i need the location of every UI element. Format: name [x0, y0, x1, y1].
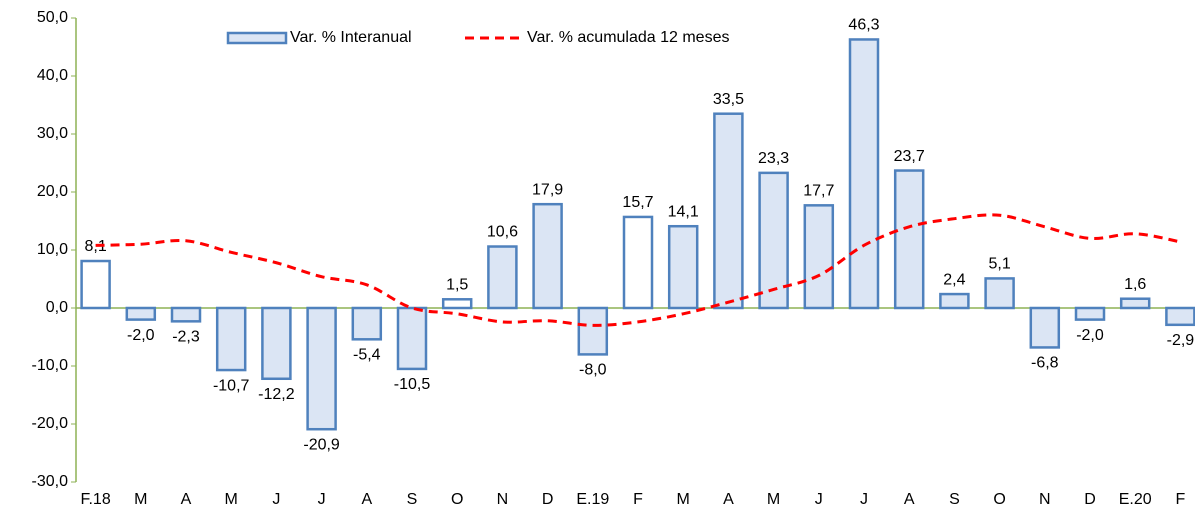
x-tick-label: F	[1176, 491, 1186, 508]
x-tick-label: N	[497, 491, 509, 508]
x-tick-label: F	[633, 491, 643, 508]
legend-label: Var. % acumulada 12 meses	[527, 29, 729, 46]
bar	[532, 202, 563, 310]
x-tick-label: A	[723, 491, 734, 508]
value-label: -20,9	[303, 436, 340, 453]
y-tick-label: -10,0	[32, 357, 69, 374]
x-tick-label: M	[134, 491, 147, 508]
bar	[125, 306, 157, 321]
value-label: -2,0	[127, 327, 155, 344]
x-tick-label: M	[225, 491, 238, 508]
legend-swatch	[226, 31, 288, 45]
value-label: -12,2	[258, 386, 295, 403]
value-label: -10,5	[394, 376, 431, 393]
bar	[577, 306, 609, 356]
x-tick-label: J	[272, 491, 280, 508]
x-tick-label: N	[1039, 491, 1051, 508]
x-tick-label: E.20	[1119, 491, 1152, 508]
y-tick-label: -30,0	[32, 473, 69, 490]
x-tick-label: O	[993, 491, 1005, 508]
value-label: -5,4	[353, 347, 381, 364]
value-label: -10,7	[213, 377, 250, 394]
value-label: -6,8	[1031, 355, 1059, 372]
bar	[667, 224, 699, 310]
bar	[1165, 306, 1195, 327]
bar	[396, 306, 428, 371]
x-tick-label: A	[181, 491, 192, 508]
y-tick-label: 20,0	[37, 183, 68, 200]
bar	[1029, 306, 1061, 349]
x-tick-label: E.19	[576, 491, 609, 508]
value-label: 10,6	[487, 224, 518, 241]
bar	[803, 204, 835, 310]
bar	[1074, 306, 1106, 321]
bar	[170, 306, 202, 323]
value-label: -2,9	[1167, 332, 1195, 349]
bar	[306, 306, 337, 431]
bar	[261, 306, 292, 381]
y-tick-label: 50,0	[37, 9, 68, 26]
x-tick-label: D	[542, 491, 554, 508]
bar	[80, 259, 111, 310]
bar	[622, 215, 654, 310]
x-tick-label: M	[677, 491, 690, 508]
x-tick-label: F.18	[80, 491, 110, 508]
value-label: 1,6	[1124, 276, 1146, 293]
y-tick-label: 10,0	[37, 241, 68, 258]
x-tick-label: J	[815, 491, 823, 508]
x-tick-label: J	[318, 491, 326, 508]
x-tick-label: D	[1084, 491, 1096, 508]
value-label: -2,3	[172, 329, 200, 346]
value-label: -2,0	[1076, 327, 1104, 344]
value-label: 23,7	[894, 148, 925, 165]
value-label: -8,0	[579, 362, 607, 379]
bar	[939, 292, 970, 310]
bar	[848, 38, 880, 310]
x-tick-label: S	[949, 491, 960, 508]
x-tick-label: A	[904, 491, 915, 508]
x-tick-label: A	[361, 491, 372, 508]
bar	[215, 306, 247, 372]
x-tick-label: M	[767, 491, 780, 508]
bar	[893, 169, 925, 310]
value-label: 17,9	[532, 181, 563, 198]
value-label: 46,3	[848, 17, 879, 34]
x-tick-label: O	[451, 491, 463, 508]
y-tick-label: 0,0	[46, 299, 68, 316]
y-tick-label: 40,0	[37, 67, 68, 84]
bar	[984, 277, 1015, 310]
bar	[487, 245, 518, 310]
x-tick-label: J	[860, 491, 868, 508]
value-label: 15,7	[622, 194, 653, 211]
bar	[1119, 297, 1151, 310]
value-label: 5,1	[988, 256, 1010, 273]
value-label: 2,4	[943, 271, 965, 288]
bar	[441, 298, 473, 310]
value-label: 23,3	[758, 150, 789, 167]
legend-label: Var. % Interanual	[290, 29, 412, 46]
value-label: 1,5	[446, 277, 468, 294]
y-tick-label: 30,0	[37, 125, 68, 142]
bar	[713, 112, 744, 310]
value-label: 33,5	[713, 91, 744, 108]
bar	[351, 306, 383, 341]
value-label: 14,1	[668, 203, 699, 220]
x-tick-label: S	[407, 491, 418, 508]
line	[95, 213, 1181, 327]
value-label: 17,7	[803, 183, 834, 200]
y-tick-label: -20,0	[32, 415, 69, 432]
